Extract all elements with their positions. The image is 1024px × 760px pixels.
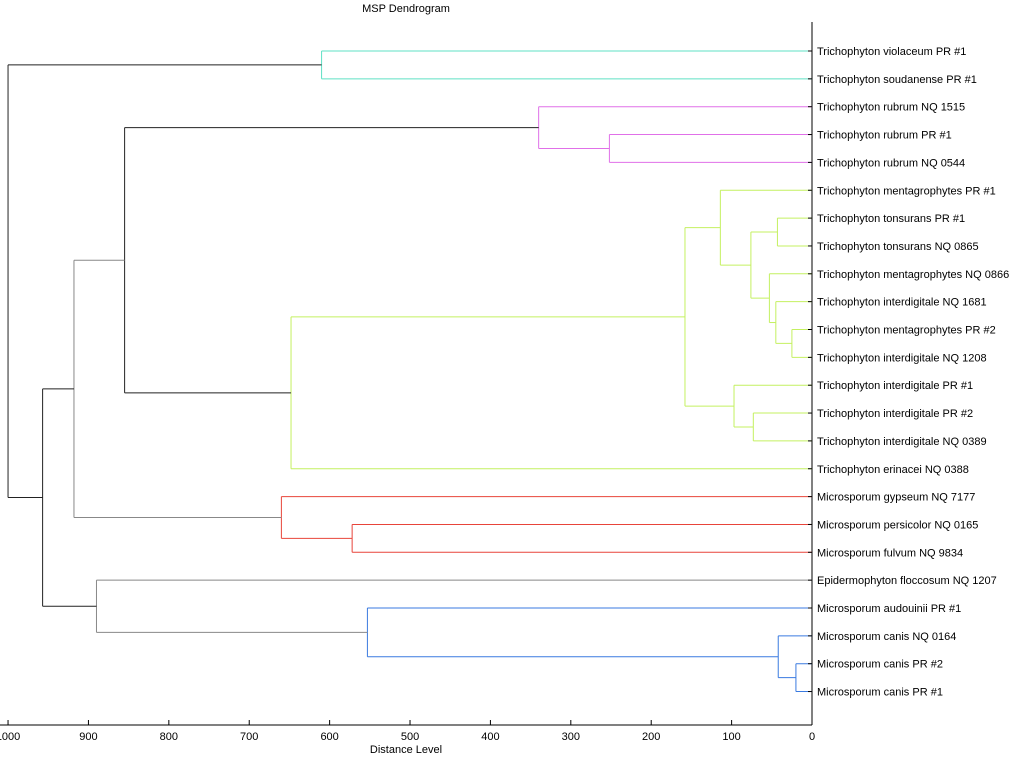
leaf-label: Trichophyton mentagrophytes PR #2 (817, 325, 996, 337)
x-axis-label: Distance Level (369, 744, 443, 756)
x-tick-label-200: 200 (642, 731, 660, 743)
leaf-label: Trichophyton violaceum PR #1 (817, 46, 966, 58)
leaf-label: Microsporum gypseum NQ 7177 (817, 492, 975, 504)
leaf-label: Trichophyton tonsurans NQ 0865 (817, 241, 979, 253)
leaf-label: Microsporum audouinii PR #1 (817, 603, 961, 615)
leaf-label: Trichophyton mentagrophytes NQ 0866 (817, 269, 1009, 281)
chart-title: MSP Dendrogram (362, 3, 450, 15)
leaf-label: Epidermophyton floccosum NQ 1207 (817, 575, 997, 587)
leaf-label: Trichophyton soudanense PR #1 (817, 74, 977, 86)
x-tick-label-300: 300 (562, 731, 580, 743)
leaf-label: Microsporum fulvum NQ 9834 (817, 547, 963, 559)
x-tick-label-0: 0 (809, 731, 815, 743)
leaf-label: Trichophyton rubrum PR #1 (817, 130, 952, 142)
leaf-label: Trichophyton interdigitale NQ 1208 (817, 352, 987, 364)
leaf-label: Microsporum canis PR #2 (817, 659, 943, 671)
leaf-label: Microsporum persicolor NQ 0165 (817, 519, 978, 531)
leaf-label: Trichophyton rubrum NQ 1515 (817, 102, 965, 114)
leaf-label: Trichophyton interdigitale PR #1 (817, 380, 973, 392)
leaf-label: Trichophyton rubrum NQ 0544 (817, 157, 965, 169)
x-tick-label-800: 800 (160, 731, 178, 743)
leaf-label: Microsporum canis NQ 0164 (817, 631, 956, 643)
leaf-label: Trichophyton interdigitale PR #2 (817, 408, 973, 420)
x-tick-label-100: 100 (722, 731, 740, 743)
x-tick-label-500: 500 (401, 731, 419, 743)
leaf-label: Trichophyton interdigitale NQ 0389 (817, 436, 987, 448)
leaf-label: Trichophyton interdigitale NQ 1681 (817, 297, 987, 309)
leaf-label: Trichophyton erinacei NQ 0388 (817, 464, 969, 476)
leaf-label: Trichophyton tonsurans PR #1 (817, 213, 965, 225)
leaf-label: Trichophyton mentagrophytes PR #1 (817, 185, 996, 197)
x-tick-label-900: 900 (79, 731, 97, 743)
x-tick-label-700: 700 (240, 731, 258, 743)
x-tick-label-400: 400 (481, 731, 499, 743)
x-tick-label-600: 600 (320, 731, 338, 743)
leaf-label: Microsporum canis PR #1 (817, 687, 943, 699)
